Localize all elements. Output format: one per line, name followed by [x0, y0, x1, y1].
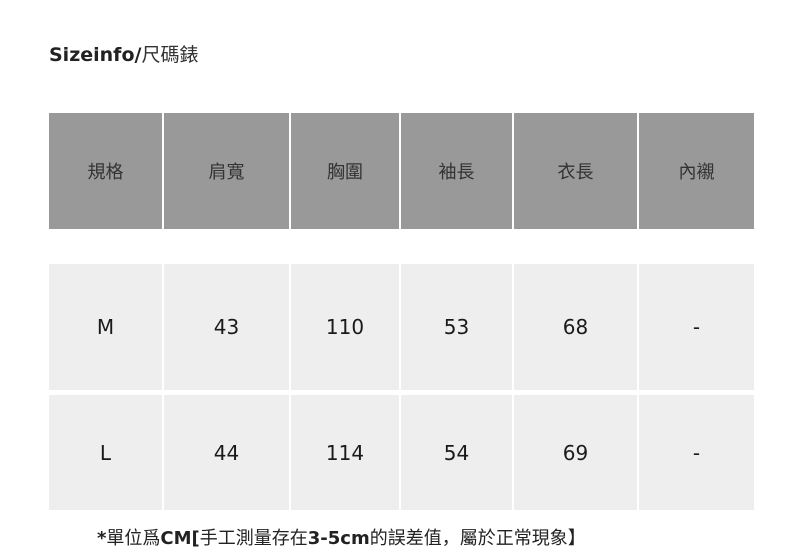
header-cell: 胸圍: [291, 113, 399, 229]
note-part: *: [97, 528, 107, 549]
table-row: L 44 114 54 69 -: [49, 395, 754, 510]
table-cell: 68: [514, 264, 637, 390]
table-cell: M: [49, 264, 162, 390]
header-cell: 肩寬: [164, 113, 289, 229]
header-cell: 規格: [49, 113, 162, 229]
table-cell: 44: [164, 395, 289, 510]
table-cell: 54: [401, 395, 512, 510]
page-title: Sizeinfo/尺碼錶: [49, 40, 198, 67]
note-part: 3-5cm: [307, 528, 370, 549]
table-cell: 114: [291, 395, 399, 510]
table-row: M 43 110 53 68 -: [49, 264, 754, 390]
note-part: CM[: [160, 528, 200, 549]
header-cell: 衣長: [514, 113, 637, 229]
table-cell: 110: [291, 264, 399, 390]
note-part: 單位爲: [106, 528, 161, 549]
header-cell: 袖長: [401, 113, 512, 229]
table-cell: 43: [164, 264, 289, 390]
table-cell: -: [639, 395, 754, 510]
table-cell: -: [639, 264, 754, 390]
note-part: 手工測量存在: [199, 528, 308, 549]
title-cn: 尺碼錶: [141, 44, 199, 66]
title-en: Sizeinfo/: [49, 44, 142, 66]
table-cell: L: [49, 395, 162, 510]
note-part: 的誤差值，屬於正常現象】: [369, 528, 586, 549]
table-cell: 69: [514, 395, 637, 510]
table-header: 規格 肩寬 胸圍 袖長 衣長 內襯: [49, 113, 754, 229]
table-cell: 53: [401, 264, 512, 390]
measurement-note: *單位爲CM[手工測量存在3-5cm的誤差值，屬於正常現象】: [97, 524, 586, 550]
header-cell: 內襯: [639, 113, 754, 229]
